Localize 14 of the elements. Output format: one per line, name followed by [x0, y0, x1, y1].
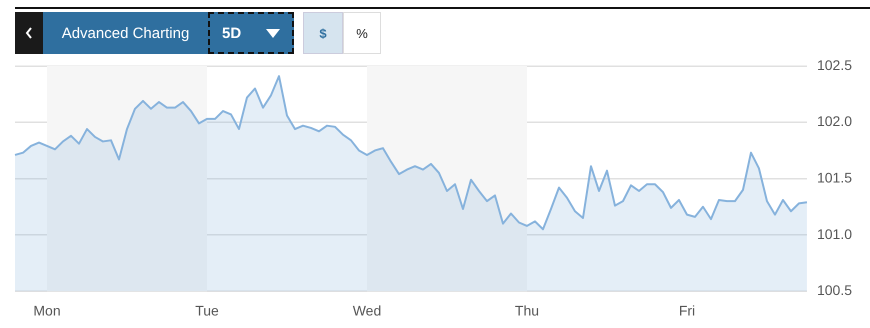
x-tick-label: Tue: [195, 302, 220, 318]
text: Advanced Charting: [43, 12, 208, 54]
x-tick-label: Mon: [33, 302, 61, 318]
y-tick-label: 102.5: [816, 56, 852, 73]
x-tick-label: Fri: [678, 302, 696, 318]
y-tick-label: 102.0: [816, 113, 852, 130]
y-tick-label: 100.5: [816, 282, 852, 298]
text: 5D: [222, 24, 242, 42]
text: %: [343, 12, 381, 54]
x-tick-label: Thu: [514, 302, 540, 318]
x-tick-label: Wed: [352, 302, 382, 318]
text: $: [303, 12, 343, 54]
y-tick-label: 101.5: [816, 169, 852, 186]
y-tick-label: 101.0: [816, 226, 852, 242]
